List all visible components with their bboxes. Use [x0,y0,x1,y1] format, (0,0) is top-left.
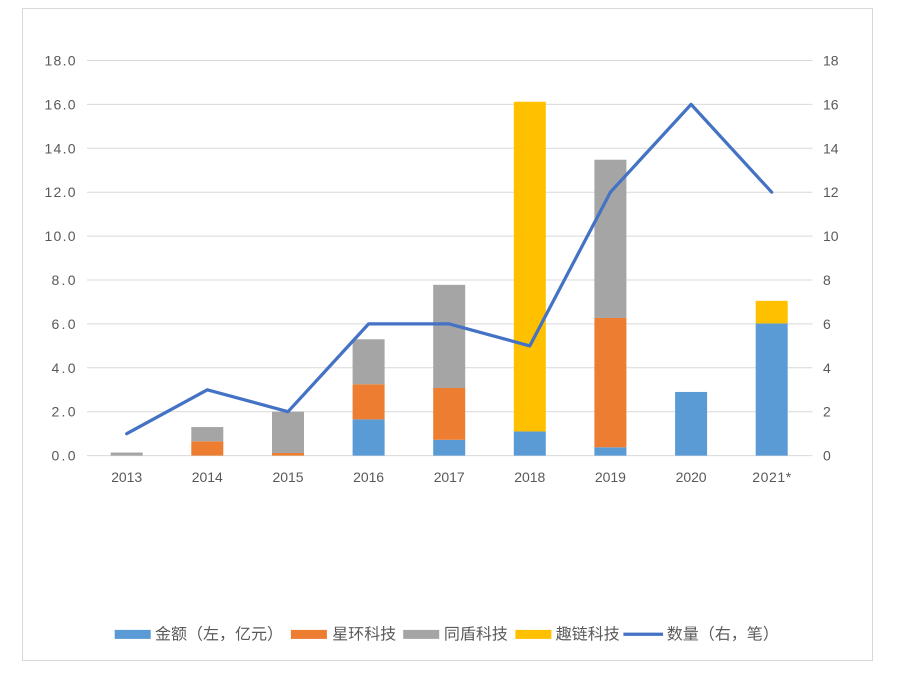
svg-text:14.0: 14.0 [45,140,76,156]
svg-text:2: 2 [823,404,831,420]
svg-text:14: 14 [823,140,839,156]
svg-text:4: 4 [823,360,831,376]
svg-text:12: 12 [823,184,839,200]
svg-text:2013: 2013 [111,469,142,485]
svg-text:2018: 2018 [514,469,545,485]
svg-text:6: 6 [823,316,831,332]
svg-text:2015: 2015 [273,469,304,485]
svg-text:2020: 2020 [676,469,707,485]
svg-text:2019: 2019 [595,469,626,485]
svg-text:8.0: 8.0 [52,272,76,288]
svg-text:2014: 2014 [192,469,223,485]
svg-text:0: 0 [823,448,831,464]
svg-text:6.0: 6.0 [52,316,76,332]
svg-text:2.0: 2.0 [52,404,76,420]
svg-text:16: 16 [823,96,839,112]
svg-text:10.0: 10.0 [45,228,76,244]
svg-text:18: 18 [823,53,839,69]
svg-text:0.0: 0.0 [52,448,76,464]
svg-text:8: 8 [823,272,831,288]
svg-text:16.0: 16.0 [45,96,76,112]
svg-text:2016: 2016 [353,469,384,485]
svg-text:4.0: 4.0 [52,360,76,376]
svg-text:18.0: 18.0 [45,53,76,69]
svg-text:10: 10 [823,228,839,244]
svg-text:2017: 2017 [434,469,465,485]
svg-text:2021*: 2021* [752,469,792,485]
svg-text:12.0: 12.0 [45,184,76,200]
